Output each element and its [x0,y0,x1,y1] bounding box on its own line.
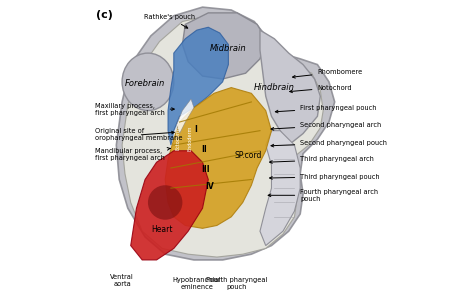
Text: Fourth pharyngeal arch
pouch: Fourth pharyngeal arch pouch [268,189,378,202]
Ellipse shape [122,53,174,111]
Text: Midbrain: Midbrain [210,44,246,53]
Polygon shape [116,7,335,260]
Polygon shape [260,30,320,145]
Text: Ventral
aorta: Ventral aorta [110,274,134,287]
Polygon shape [131,151,208,260]
Text: Mandibular process,
first pharyngeal arch: Mandibular process, first pharyngeal arc… [95,148,170,161]
Ellipse shape [148,185,182,220]
Polygon shape [182,13,266,79]
Text: Third pharyngeal arch: Third pharyngeal arch [270,156,374,163]
Text: III: III [201,165,210,174]
Text: Rathke's pouch: Rathke's pouch [144,14,195,28]
Polygon shape [168,27,228,145]
Text: Third pharyngeal pouch: Third pharyngeal pouch [270,174,380,180]
Text: Hindbrain: Hindbrain [254,83,295,92]
Text: Notochord: Notochord [290,85,352,93]
Text: SP.cord: SP.cord [235,151,262,160]
Text: Rhombomere: Rhombomere [292,69,363,78]
Polygon shape [165,88,272,228]
Polygon shape [260,131,300,245]
Text: Heart: Heart [152,225,173,234]
Text: First pharyngeal pouch: First pharyngeal pouch [275,105,377,113]
Text: (c): (c) [96,10,113,20]
Polygon shape [177,99,194,133]
Text: Maxillary process,
first pharyngeal arch: Maxillary process, first pharyngeal arch [95,103,174,116]
Text: Forebrain: Forebrain [125,79,165,88]
Text: II: II [201,145,207,154]
Text: I: I [194,125,197,134]
Text: Second pharyngeal pouch: Second pharyngeal pouch [271,140,387,147]
Text: Endoderm: Endoderm [187,126,192,151]
Text: Original site of
oropharyngeal membrane: Original site of oropharyngeal membrane [95,128,182,141]
Text: Second pharyngeal arch: Second pharyngeal arch [271,122,382,130]
Text: IV: IV [205,182,214,191]
Polygon shape [122,16,323,257]
Text: Hypobranchial
eminence: Hypobranchial eminence [173,277,221,290]
Text: Ectoderm: Ectoderm [175,126,181,150]
Text: Fourth pharyngeal
pouch: Fourth pharyngeal pouch [206,277,268,290]
